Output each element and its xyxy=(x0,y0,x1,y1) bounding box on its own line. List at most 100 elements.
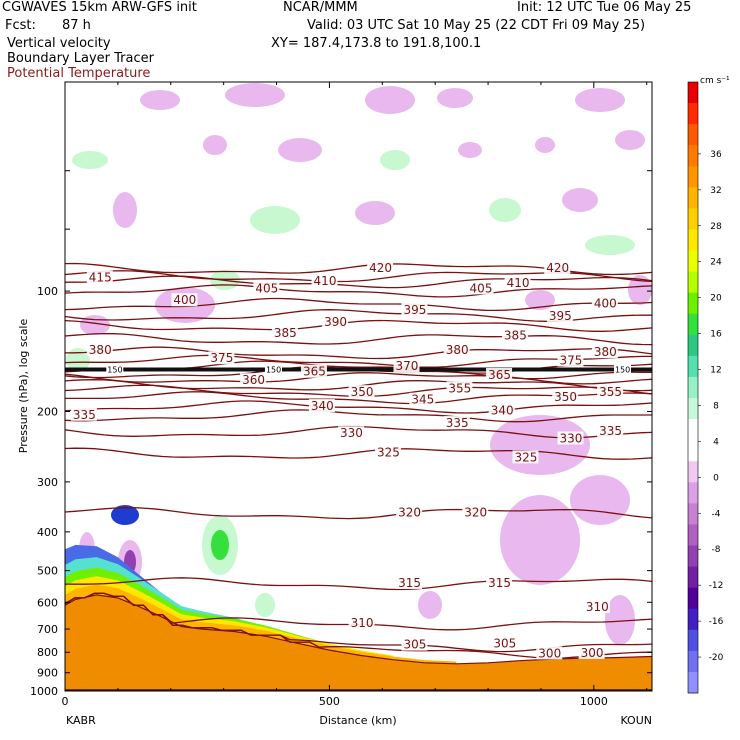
theta-label: 420 xyxy=(369,261,392,275)
theta-label: 395 xyxy=(403,303,426,317)
theta-label: 335 xyxy=(446,416,469,430)
tracer-label-bg xyxy=(106,364,124,374)
theta-label: 320 xyxy=(464,506,487,520)
theta-label: 310 xyxy=(586,600,609,614)
colorbar-swatch xyxy=(688,124,698,146)
colorbar-swatch xyxy=(688,503,698,525)
theta-contour xyxy=(65,284,652,298)
theta-label: 415 xyxy=(89,270,112,284)
boundary-layer-tracer-area xyxy=(65,594,652,691)
terrain-top-line xyxy=(65,594,652,665)
colorbar-swatch xyxy=(688,545,698,568)
wvel-blob xyxy=(255,593,275,617)
tracer-label-bg xyxy=(264,364,282,374)
theta-label-bg xyxy=(536,646,563,660)
theta-label-bg xyxy=(488,403,515,417)
wvel-blob xyxy=(418,591,442,619)
colorbar: 36 32 28 24 20 16 12 8 4 0 -4 -8 -12 -16 -20 xyxy=(687,81,724,694)
y-tick-label: 900 xyxy=(37,667,58,680)
wvel-blob xyxy=(489,198,521,222)
theta-label-bg xyxy=(591,296,618,310)
colorbar-swatch xyxy=(688,587,698,610)
colorbar-swatch xyxy=(688,166,698,188)
colorbar-label: -16 xyxy=(709,617,724,627)
theta-contour xyxy=(65,507,652,520)
wvel-blob xyxy=(72,151,108,169)
theta-label: 345 xyxy=(411,393,434,407)
wvel-blob xyxy=(380,150,410,170)
x-axis-label: Distance (km) xyxy=(319,714,396,727)
theta-label: 380 xyxy=(89,343,112,357)
theta-label: 400 xyxy=(173,293,196,307)
colorbar-label: 0 xyxy=(713,473,719,483)
theta-label-bg xyxy=(86,342,113,356)
ground-surface xyxy=(65,689,652,691)
colorbar-swatch xyxy=(688,440,698,462)
theta-label: 360 xyxy=(242,373,265,387)
wvel-blob xyxy=(113,192,137,228)
theta-label: 325 xyxy=(515,450,538,464)
theta-label: 330 xyxy=(340,426,363,440)
y-tick-label: 800 xyxy=(37,646,58,659)
theta-label: 365 xyxy=(488,368,511,382)
colorbar-label: -12 xyxy=(709,581,724,591)
tracer-label-bg xyxy=(613,364,631,374)
theta-label-bg xyxy=(462,505,489,519)
theta-label-bg xyxy=(544,260,571,274)
colorbar-label: 12 xyxy=(710,366,721,376)
colorbar-swatch xyxy=(688,187,698,209)
axes: 100 200 300 400 500 600 700 800 900 1000 0 500 1000 xyxy=(30,82,652,708)
colorbar-swatch xyxy=(688,355,698,378)
theta-label-bg xyxy=(348,616,375,630)
theta-label-bg xyxy=(375,445,402,459)
colorbar-swatch xyxy=(688,271,698,294)
theta-label-bg xyxy=(308,399,335,413)
theta-label-bg xyxy=(486,367,513,381)
theta-label: 350 xyxy=(351,385,374,399)
theta-label: 380 xyxy=(446,343,469,357)
theta-label: 385 xyxy=(504,329,527,343)
theta-label: 395 xyxy=(549,309,572,323)
theta-label: 320 xyxy=(398,506,421,520)
colorbar-swatch xyxy=(688,250,698,273)
colorbar-label: -4 xyxy=(712,509,721,519)
theta-contour xyxy=(65,319,652,332)
theta-label: 325 xyxy=(377,446,400,460)
theta-label: 315 xyxy=(398,576,421,590)
theta-label-bg xyxy=(552,389,579,403)
y-tick-label: 100 xyxy=(37,285,58,298)
wvel-blob xyxy=(605,595,635,645)
wvel-blob xyxy=(250,206,300,234)
terrain-layer xyxy=(65,544,652,691)
theta-label: 355 xyxy=(448,381,471,395)
theta-label-bg xyxy=(240,373,267,387)
colorbar-swatch xyxy=(688,524,698,547)
theta-contour xyxy=(65,354,652,368)
colorbar-swatch xyxy=(688,398,698,420)
colorbar-label: 36 xyxy=(710,150,722,160)
colorbar-swatch xyxy=(688,650,698,673)
theta-label-bg xyxy=(491,636,518,650)
colorbar-frame xyxy=(687,81,699,694)
model-title: CGWAVES 15km ARW-GFS init xyxy=(2,0,197,15)
theta-label: 370 xyxy=(396,359,419,373)
theta-label: 385 xyxy=(274,326,297,340)
theta-label-bg xyxy=(367,260,394,274)
valid-time: Valid: 03 UTC Sat 10 May 25 (22 CDT Fri … xyxy=(307,18,646,33)
theta-label: 315 xyxy=(488,576,511,590)
theta-label-bg xyxy=(271,325,298,339)
xy-endpoints: XY= 187.4,173.8 to 191.8,100.1 xyxy=(271,36,482,51)
theta-label-bg xyxy=(557,353,584,367)
colorbar-swatch xyxy=(688,419,698,441)
theta-label-bg xyxy=(86,270,113,284)
theta-contour xyxy=(65,372,652,385)
wvel-blob xyxy=(66,348,90,372)
wvel-blob xyxy=(225,83,285,107)
theta-contour xyxy=(65,400,652,414)
y-tick-label: 300 xyxy=(37,476,58,489)
wvel-blob xyxy=(437,88,473,108)
wvel-blob xyxy=(355,201,395,225)
tracer-label: 150 xyxy=(107,365,122,374)
y-tick-label: 600 xyxy=(37,596,58,609)
